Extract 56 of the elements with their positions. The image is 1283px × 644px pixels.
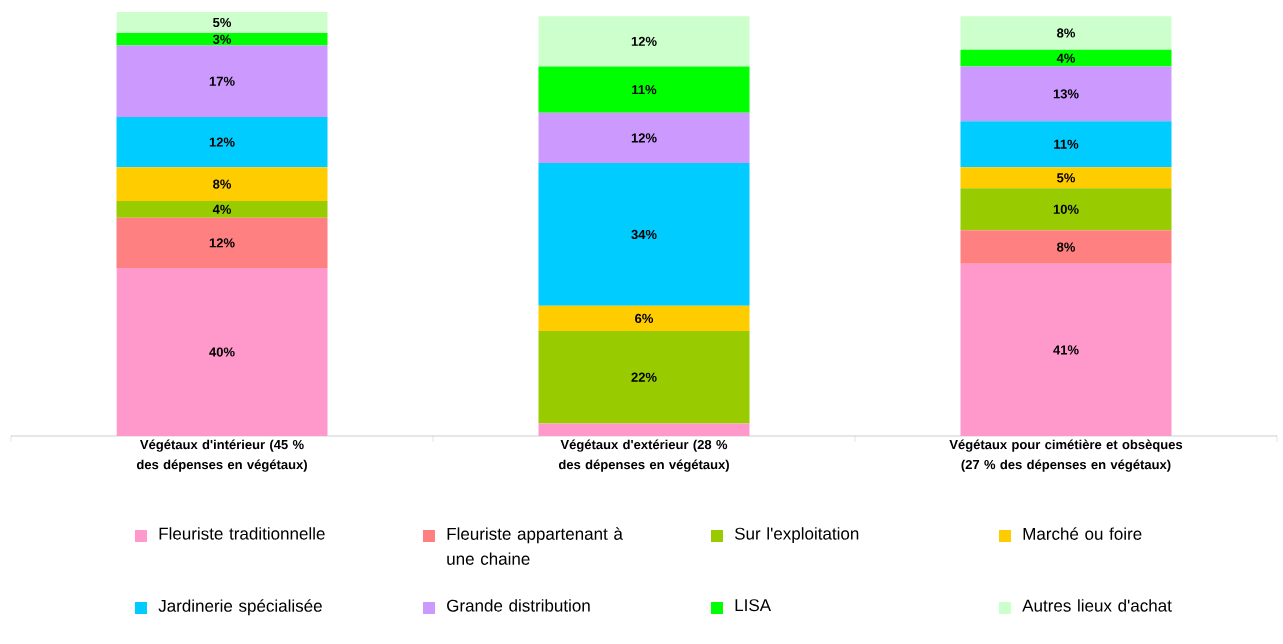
legend-label: Grande distribution <box>447 599 590 612</box>
legend-label: LISA <box>735 599 772 612</box>
bar <box>960 263 1172 436</box>
bar <box>538 16 750 67</box>
bar <box>960 121 1172 168</box>
data-label: 17% <box>209 76 235 86</box>
bar <box>116 217 328 269</box>
data-label: 5% <box>1057 173 1076 183</box>
data-label: 3% <box>212 34 232 44</box>
data-label: 11% <box>1054 139 1079 149</box>
data-label: 12% <box>631 36 657 46</box>
bar <box>538 163 750 306</box>
x-tick-label: Végétaux d'intérieur (45 % des dépenses en végétaux) <box>136 439 307 472</box>
bar <box>116 45 328 117</box>
data-label: 12% <box>631 133 657 143</box>
data-label: 8% <box>1057 28 1076 38</box>
bar <box>960 188 1172 231</box>
data-label: 5% <box>213 17 232 28</box>
bar <box>960 167 1172 189</box>
bar <box>960 66 1172 122</box>
legend-label: Marché ou foire <box>1023 527 1142 540</box>
data-label: 12% <box>209 238 235 248</box>
data-label: 10% <box>1053 204 1079 214</box>
bar <box>538 331 750 424</box>
x-tick-label: Végétaux pour cimétière et obsèques (27 % des dépenses en végétaux) <box>949 439 1183 472</box>
bar <box>538 112 750 164</box>
data-label: 22% <box>631 372 657 382</box>
bar <box>116 268 328 436</box>
bar <box>116 116 328 168</box>
legend-label: Fleuriste traditionnelle <box>159 527 325 540</box>
data-label: 12% <box>209 137 235 147</box>
data-label: 41% <box>1053 345 1079 355</box>
data-label: 4% <box>1056 53 1076 63</box>
bar <box>116 167 328 201</box>
legend-label: Sur l'exploitation <box>734 527 859 544</box>
bar <box>538 305 750 332</box>
bar <box>960 16 1172 50</box>
legend-label: Autres lieux d'achat <box>1022 599 1172 612</box>
bar <box>116 11 328 33</box>
legend-label: Jardinerie spécialisée <box>158 599 322 616</box>
data-label: 8% <box>213 179 232 189</box>
bar <box>960 230 1172 264</box>
data-label: 13% <box>1053 89 1079 99</box>
bar <box>538 66 750 113</box>
data-label: 4% <box>212 204 232 214</box>
bar <box>116 200 328 218</box>
bar <box>538 423 750 436</box>
bar <box>960 49 1172 67</box>
data-label: 6% <box>635 313 654 324</box>
data-label: 40% <box>209 347 235 357</box>
data-label: 8% <box>1057 242 1076 252</box>
bar <box>116 32 328 46</box>
x-tick-label: Végétaux d'extérieur (28 % des dépenses en végétaux) <box>558 439 729 472</box>
data-label: 34% <box>631 229 657 240</box>
legend-label: Fleuriste appartenant à une chaine <box>447 527 623 565</box>
data-label: 11% <box>632 85 657 95</box>
